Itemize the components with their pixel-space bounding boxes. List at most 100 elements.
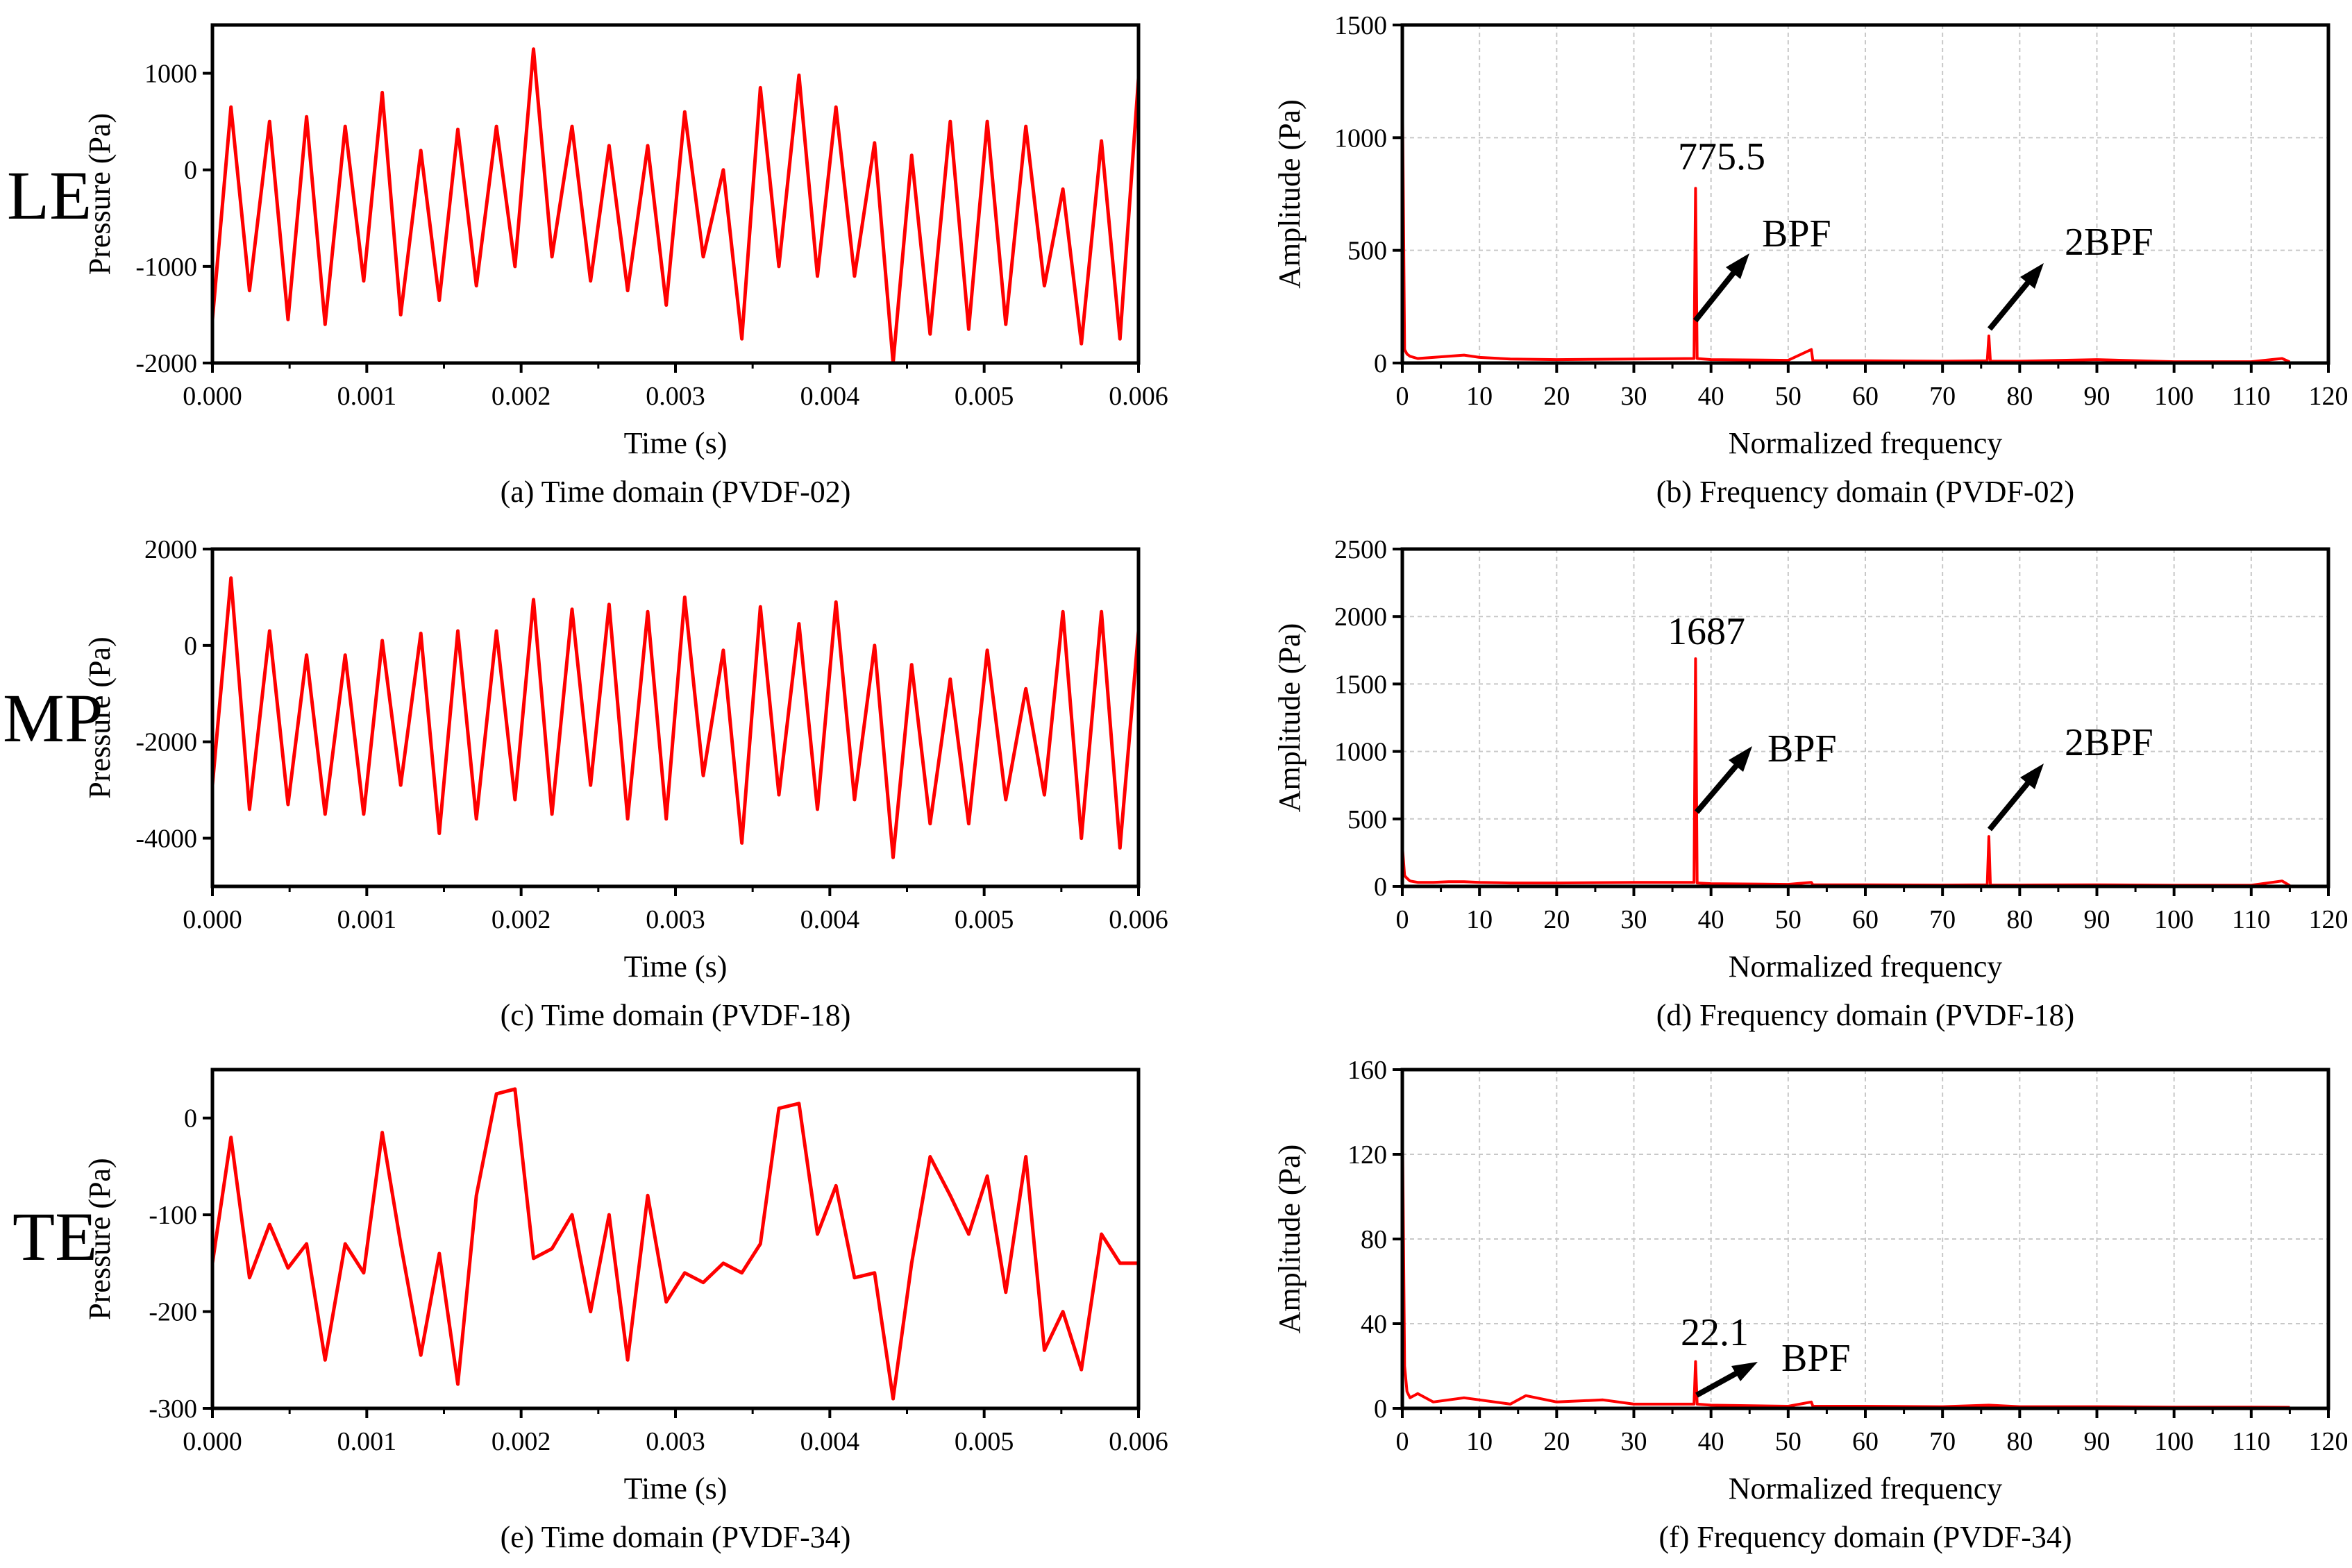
panel-f-grid [1402, 1070, 2328, 1408]
panel-f-x-ticks: 0 10 20 30 40 50 60 70 80 90 100 110 120 [1396, 1408, 2349, 1456]
panel-c-y-tick-label: 0 [184, 632, 197, 661]
panel-c-x-tick-label: 0.000 [183, 905, 242, 934]
panel-f-y-tick-label: 120 [1347, 1140, 1387, 1170]
panel-f-x-tick-label: 50 [1775, 1427, 1801, 1456]
panel-c-x-tick-label: 0.004 [800, 905, 860, 934]
panel-e-x-tick-label: 0.001 [337, 1427, 397, 1456]
panel-d-x-ticks: 0 10 20 30 40 50 60 70 80 90 100 110 120 [1396, 886, 2349, 934]
panel-e-x-tick-label: 0.003 [646, 1427, 705, 1456]
panel-c-x-axis-title: Time (s) [624, 950, 728, 984]
panel-b-x-tick-label: 100 [2154, 382, 2194, 411]
panel-d-y-tick-label: 500 [1347, 805, 1387, 834]
panel-a-y-tick-label: -1000 [135, 253, 197, 282]
panel-f-x-tick-label: 90 [2084, 1427, 2110, 1456]
panel-d-grid [1402, 549, 2328, 886]
panel-b-peak-label: 775.5 [1678, 135, 1765, 178]
panel-d-arrow-label-2bpf: 2BPF [2065, 721, 2153, 764]
panel-c-y-tick-label: -2000 [135, 728, 197, 757]
row-label-te: TE [12, 1198, 97, 1275]
panel-f-y-tick-label: 0 [1374, 1394, 1387, 1424]
panel-b-arrow-2bpf [1987, 263, 2044, 331]
panel-b-x-tick-label: 90 [2084, 382, 2110, 411]
panel-e-series-line [210, 1087, 1139, 1401]
panel-e-x-tick-label: 0.005 [955, 1427, 1014, 1456]
panel-f-peak-label: 22.1 [1681, 1311, 1749, 1354]
panel-d-x-tick-label: 40 [1698, 905, 1724, 934]
panel-b-x-tick-label: 80 [2006, 382, 2033, 411]
panel-a-y-tick-label: 1000 [144, 60, 197, 89]
panel-d-y-tick-label: 1500 [1334, 670, 1387, 699]
panel-b-x-tick-label: 50 [1775, 382, 1801, 411]
panel-b-arrow-bpf [1692, 253, 1749, 323]
panel-d-x-tick-label: 30 [1621, 905, 1647, 934]
panel-f-y-tick-label: 40 [1361, 1310, 1387, 1339]
panel-e-y-axis-title: Pressure (Pa) [83, 1158, 117, 1320]
panel-b-x-tick-label: 10 [1466, 382, 1493, 411]
panel-f-x-tick-label: 110 [2232, 1427, 2271, 1456]
panel-a: 0.000 0.001 0.002 0.003 0.004 0.005 0.006 -200… [83, 23, 1168, 509]
panel-b-grid [1402, 25, 2328, 363]
panel-e-x-ticks: 0.000 0.001 0.002 0.003 0.004 0.005 0.006 [183, 1408, 1168, 1456]
panel-f-x-tick-label: 100 [2154, 1427, 2194, 1456]
panel-d-y-tick-label: 1000 [1334, 738, 1387, 767]
panel-a-caption: (a) Time domain (PVDF-02) [501, 475, 851, 509]
panel-d-x-tick-label: 120 [2309, 905, 2349, 934]
panel-b: 0 10 20 30 40 50 60 70 80 90 100 110 120 0 500 1000 150… [1272, 11, 2349, 509]
panel-f-arrow-label-bpf: BPF [1781, 1337, 1851, 1380]
panel-d-x-tick-label: 10 [1466, 905, 1493, 934]
panel-a-y-tick-label: 0 [184, 156, 197, 185]
panel-d-y-tick-label: 2500 [1334, 535, 1387, 564]
panel-d-y-tick-label: 2000 [1334, 602, 1387, 632]
panel-a-y-axis-title: Pressure (Pa) [83, 113, 117, 275]
panel-d-y-ticks: 0 500 1000 1500 2000 2500 [1334, 535, 1402, 902]
panel-a-x-ticks: 0.000 0.001 0.002 0.003 0.004 0.005 0.006 [183, 363, 1168, 411]
panel-b-y-tick-label: 1500 [1334, 11, 1387, 40]
panel-d-peak-label: 1687 [1668, 610, 1745, 653]
panel-c-x-ticks: 0.000 0.001 0.002 0.003 0.004 0.005 0.006 [183, 886, 1168, 934]
panel-d: 0 10 20 30 40 50 60 70 80 90 100 110 120 0 500 1000 150… [1272, 535, 2349, 1032]
panel-f-x-tick-label: 40 [1698, 1427, 1724, 1456]
panel-b-caption: (b) Frequency domain (PVDF-02) [1656, 475, 2074, 509]
panel-d-x-tick-label: 20 [1543, 905, 1570, 934]
panel-b-y-axis-title: Amplitude (Pa) [1272, 99, 1307, 289]
panel-f-x-tick-label: 70 [1929, 1427, 1956, 1456]
panel-b-y-tick-label: 0 [1374, 349, 1387, 378]
panel-c-y-tick-label: 2000 [144, 535, 197, 564]
panel-e-y-tick-label: 0 [184, 1104, 197, 1133]
panel-b-x-tick-label: 70 [1929, 382, 1956, 411]
panel-f-x-tick-label: 80 [2006, 1427, 2033, 1456]
panel-b-y-tick-label: 500 [1347, 237, 1387, 266]
panel-c-x-tick-label: 0.001 [337, 905, 397, 934]
panel-a-x-tick-label: 0.000 [183, 382, 242, 411]
panel-c-x-tick-label: 0.006 [1109, 905, 1168, 934]
panel-c-x-tick-label: 0.003 [646, 905, 705, 934]
panel-b-arrow-label-2bpf: 2BPF [2065, 221, 2153, 264]
panel-e-y-tick-label: -300 [149, 1394, 197, 1424]
panel-f: 0 10 20 30 40 50 60 70 80 90 100 110 120 0 40 80 120 160… [1272, 1056, 2349, 1554]
panel-f-x-tick-label: 0 [1396, 1427, 1409, 1456]
panel-e-x-tick-label: 0.004 [800, 1427, 860, 1456]
panel-f-x-tick-label: 20 [1543, 1427, 1570, 1456]
panel-f-y-ticks: 0 40 80 120 160 [1347, 1056, 1402, 1424]
panel-f-x-tick-label: 10 [1466, 1427, 1493, 1456]
panel-a-x-tick-label: 0.005 [955, 382, 1014, 411]
panel-a-y-tick-label: -2000 [135, 349, 197, 378]
panel-b-y-ticks: 0 500 1000 1500 [1334, 11, 1402, 378]
panel-d-x-tick-label: 110 [2232, 905, 2271, 934]
panel-c-caption: (c) Time domain (PVDF-18) [501, 998, 851, 1032]
panel-d-y-tick-label: 0 [1374, 872, 1387, 902]
row-label-mp: MP [3, 680, 103, 757]
panel-f-x-tick-label: 60 [1852, 1427, 1879, 1456]
panel-f-caption: (f) Frequency domain (PVDF-34) [1658, 1520, 2072, 1554]
panel-a-x-tick-label: 0.001 [337, 382, 397, 411]
panel-e-y-tick-label: -100 [149, 1201, 197, 1230]
panel-f-y-axis-title: Amplitude (Pa) [1272, 1145, 1307, 1334]
panel-d-arrow-2bpf [1987, 764, 2044, 832]
panel-c: 0.000 0.001 0.002 0.003 0.004 0.005 0.006 -400… [83, 535, 1168, 1032]
panel-d-x-tick-label: 90 [2084, 905, 2110, 934]
panel-e-x-tick-label: 0.006 [1109, 1427, 1168, 1456]
panel-d-x-tick-label: 80 [2006, 905, 2033, 934]
panel-f-x-axis-title: Normalized frequency [1729, 1472, 2003, 1506]
panel-d-arrow-label-bpf: BPF [1767, 727, 1837, 770]
